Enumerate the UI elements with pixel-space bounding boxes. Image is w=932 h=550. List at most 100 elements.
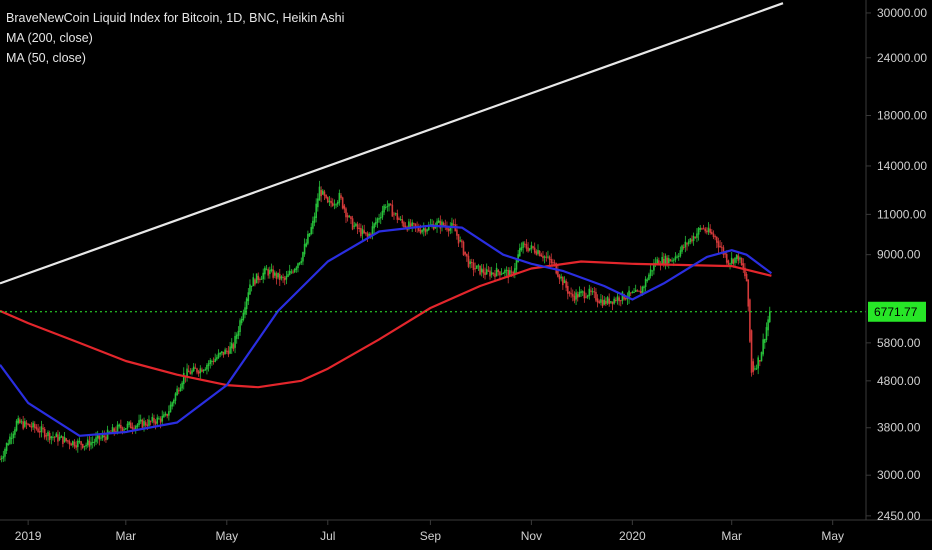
candle-body <box>235 334 238 339</box>
candle-body <box>326 197 329 203</box>
candle-body <box>100 437 102 439</box>
candle-body <box>474 268 476 270</box>
candle-body <box>754 368 756 370</box>
candle-body <box>408 221 410 230</box>
candle-body <box>523 243 526 245</box>
candle-body <box>615 299 617 301</box>
candle-body <box>136 424 139 427</box>
candle-body <box>596 298 599 303</box>
candle-body <box>681 245 683 252</box>
candle-body <box>497 269 500 272</box>
candle-body <box>591 291 594 293</box>
candle-body <box>118 424 120 427</box>
candle-body <box>666 257 668 265</box>
candle-body <box>197 371 200 374</box>
candle-body <box>264 267 266 275</box>
candle-body <box>270 268 273 272</box>
candle-body <box>0 458 3 460</box>
candle-body <box>418 226 420 232</box>
candle-body <box>414 223 417 227</box>
candle-body <box>461 240 463 243</box>
candle-body <box>123 429 125 431</box>
legend-ma50[interactable]: MA (50, close) <box>6 51 86 65</box>
candle-body <box>686 243 688 245</box>
candle-body <box>212 361 215 363</box>
candle-body <box>103 435 106 438</box>
candle-body <box>590 290 592 293</box>
candle-body <box>663 258 665 266</box>
chart-legend: BraveNewCoin Liquid Index for Bitcoin, 1… <box>6 8 344 68</box>
candle-body <box>115 430 117 433</box>
candle-body <box>318 186 321 201</box>
candle-body <box>194 367 197 369</box>
candle-body <box>719 245 721 248</box>
candle-body <box>601 300 604 307</box>
candle-body <box>538 250 541 256</box>
candle-body <box>242 312 245 321</box>
candle-body <box>558 275 561 280</box>
candle-body <box>603 299 606 305</box>
candle-body <box>456 229 458 236</box>
candle-body <box>714 236 716 238</box>
ma50-line <box>0 224 773 437</box>
candle-body <box>292 271 294 273</box>
candle-body <box>240 319 243 324</box>
candle-body <box>365 232 367 234</box>
candle-body <box>384 207 387 209</box>
candle-body <box>20 421 23 423</box>
legend-ma200[interactable]: MA (200, close) <box>6 31 93 45</box>
y-tick-label: 30000.00 <box>877 6 927 20</box>
candle-body <box>717 241 720 248</box>
candle-body <box>154 421 157 425</box>
candle-body <box>725 254 728 263</box>
candle-body <box>179 387 182 392</box>
candle-body <box>712 233 715 237</box>
candle-body <box>255 273 258 284</box>
candle-body <box>225 350 228 352</box>
candle-body <box>381 210 384 218</box>
candle-body <box>646 279 649 281</box>
price-axis[interactable]: 30000.00 24000.00 18000.00 14000.00 11000.00… <box>866 6 927 523</box>
candle-body <box>636 290 639 292</box>
candle-body <box>427 224 430 230</box>
candle-body <box>62 436 64 444</box>
candle-body <box>477 265 480 267</box>
candle-body <box>168 411 170 416</box>
candle-body <box>431 224 433 226</box>
candle-body <box>692 235 695 241</box>
candle-body <box>689 238 692 243</box>
candle-body <box>767 319 769 331</box>
candle-body <box>643 286 645 289</box>
time-axis[interactable]: 2019 Mar May Jul Sep Nov 2020 Mar May <box>15 520 844 543</box>
trendline <box>0 2 784 285</box>
candle-body <box>257 275 260 280</box>
candle-body <box>598 301 601 304</box>
candle-body <box>265 269 268 271</box>
candle-body <box>187 370 190 373</box>
candle-body <box>161 415 164 422</box>
candle-body <box>548 256 551 260</box>
candle-body <box>300 261 303 264</box>
legend-title: BraveNewCoin Liquid Index for Bitcoin, 1… <box>6 11 345 25</box>
candle-body <box>502 272 505 274</box>
candle-body <box>383 205 385 213</box>
candle-body <box>312 220 314 229</box>
candle-body <box>401 219 404 224</box>
candle-body <box>527 247 529 252</box>
candle-body <box>149 421 152 423</box>
candle-body <box>586 295 589 298</box>
candle-body <box>621 291 624 301</box>
candle-body <box>762 339 764 355</box>
candle-body <box>764 339 766 343</box>
candle-body <box>512 272 514 275</box>
y-tick-label: 2450.00 <box>877 509 921 523</box>
candle-body <box>391 204 394 217</box>
candle-body <box>330 200 332 204</box>
candle-body <box>469 261 471 265</box>
candle-body <box>217 353 220 358</box>
candle-body <box>484 272 486 276</box>
candle-body <box>42 427 44 430</box>
candle-body <box>249 284 251 295</box>
candle-body <box>485 269 488 275</box>
